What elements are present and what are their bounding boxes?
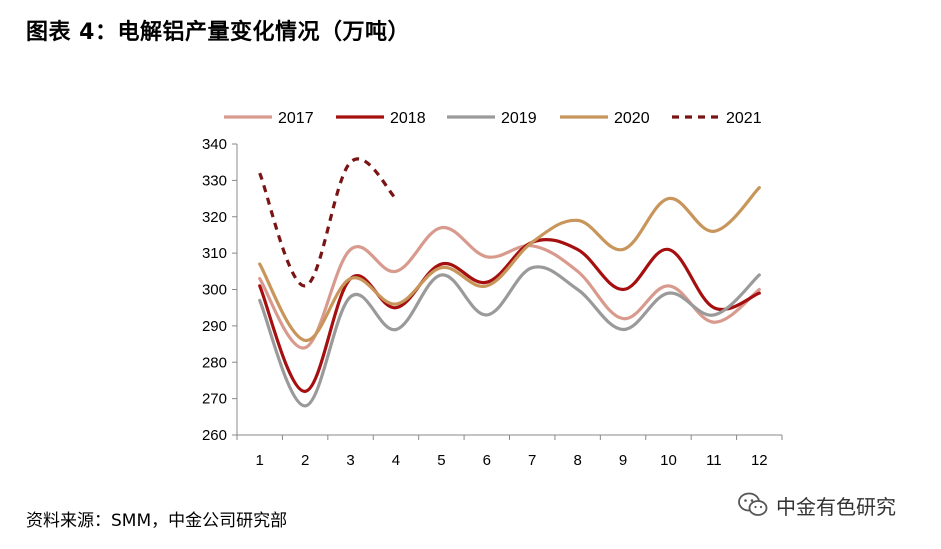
x-tick-label: 2	[301, 452, 309, 469]
legend: 2017 2018 2019 2020 2021	[224, 110, 762, 127]
y-tick-label: 310	[202, 245, 227, 262]
x-tick-label: 8	[573, 452, 581, 469]
series-lines	[258, 157, 761, 408]
y-tick-label: 290	[202, 318, 227, 335]
series-line-2019	[258, 265, 761, 408]
x-tick-label: 11	[706, 452, 722, 469]
legend-label-2021: 2021	[726, 110, 762, 127]
wechat-icon	[738, 492, 768, 516]
x-tick-label: 10	[660, 452, 677, 469]
legend-label-2017: 2017	[278, 110, 314, 127]
y-tick-label: 340	[202, 136, 227, 153]
legend-label-2018: 2018	[390, 110, 426, 127]
x-tick-label: 3	[346, 452, 354, 469]
x-tick-label: 5	[437, 452, 445, 469]
y-tick-label: 330	[202, 172, 227, 189]
series-line-2020	[258, 186, 761, 343]
figure-title: 图表 4：电解铝产量变化情况（万吨）	[26, 20, 410, 45]
x-tick-label: 6	[483, 452, 491, 469]
series-line-2017	[258, 226, 761, 350]
series-line-2021	[258, 157, 398, 288]
y-tick-label: 320	[202, 209, 227, 226]
x-tick-label: 12	[751, 452, 768, 469]
watermark: 中金有色研究	[738, 488, 896, 522]
source-note: 资料来源：SMM，中金公司研究部	[26, 511, 288, 531]
y-tick-label: 280	[202, 354, 227, 371]
y-tick-label: 300	[202, 282, 227, 299]
x-tick-label: 1	[256, 452, 264, 469]
x-tick-label: 9	[619, 452, 627, 469]
x-tick-label: 4	[392, 452, 400, 469]
y-tick-label: 270	[202, 391, 227, 408]
watermark-text: 中金有色研究	[776, 494, 896, 519]
x-tick-label: 7	[528, 452, 536, 469]
legend-label-2019: 2019	[501, 110, 537, 127]
y-tick-label: 260	[202, 427, 227, 444]
series-line-2018	[258, 238, 761, 393]
legend-label-2020: 2020	[614, 110, 650, 127]
